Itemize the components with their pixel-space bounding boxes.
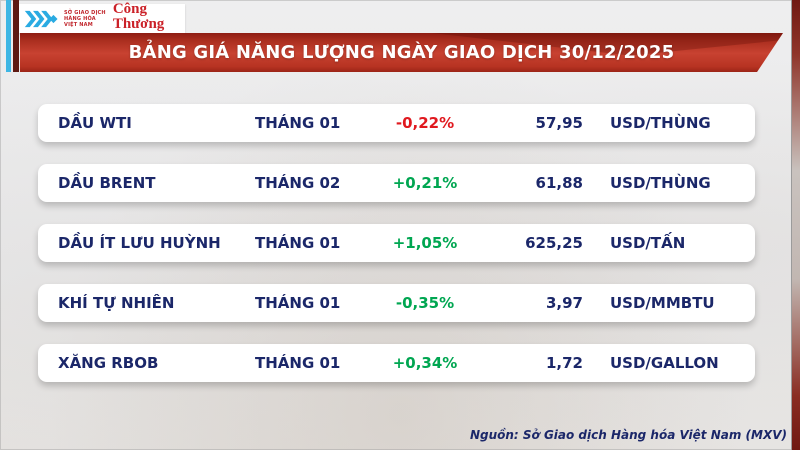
- source-note: Nguồn: Sở Giao dịch Hàng hóa Việt Nam (M…: [469, 428, 787, 442]
- mxv-org-line: VIỆT NAM: [64, 21, 93, 28]
- commodity-name: DẦU ÍT LƯU HUỲNH: [58, 234, 221, 252]
- table-row: DẦU BRENT THÁNG 02 +0,21% 61,88 USD/THÙN…: [38, 164, 755, 202]
- percent-change: -0,35%: [395, 294, 455, 312]
- mxv-org-name: SỞ GIAO DỊCH HÀNG HÓA VIỆT NAM: [64, 10, 106, 28]
- left-accent-maroon-stripe: [13, 0, 19, 72]
- contract-month: THÁNG 01: [255, 354, 341, 372]
- table-row: DẦU WTI THÁNG 01 -0,22% 57,95 USD/THÙNG: [38, 104, 755, 142]
- cong-thuong-logo: Công Thương: [112, 0, 180, 36]
- percent-change: +0,21%: [392, 174, 458, 192]
- contract-month: THÁNG 01: [255, 234, 341, 252]
- contract-month: THÁNG 02: [255, 174, 341, 192]
- price-value: 625,25: [525, 234, 583, 252]
- price-value: 61,88: [535, 174, 583, 192]
- price-unit: USD/GALLON: [610, 354, 719, 372]
- commodity-name: XĂNG RBOB: [58, 354, 159, 372]
- price-unit: USD/THÙNG: [610, 174, 711, 192]
- logo-box: SỞ GIAO DỊCH HÀNG HÓA VIỆT NAM Công Thươ…: [19, 0, 185, 36]
- price-unit: USD/TẤN: [610, 234, 686, 252]
- commodity-name: DẦU WTI: [58, 114, 132, 132]
- page-title: BẢNG GIÁ NĂNG LƯỢNG NGÀY GIAO DỊCH 30/12…: [128, 42, 675, 63]
- mxv-logo-icon: [24, 10, 58, 27]
- table-row: DẦU ÍT LƯU HUỲNH THÁNG 01 +1,05% 625,25 …: [38, 224, 755, 262]
- price-value: 3,97: [545, 294, 583, 312]
- price-unit: USD/MMBTU: [610, 294, 715, 312]
- mxv-org-line: HÀNG HÓA: [64, 15, 96, 22]
- contract-month: THÁNG 01: [255, 114, 341, 132]
- contract-month: THÁNG 01: [255, 294, 341, 312]
- cong-thuong-wordmark: Công Thương: [112, 0, 165, 32]
- percent-change: +1,05%: [392, 234, 458, 252]
- table-row: XĂNG RBOB THÁNG 01 +0,34% 1,72 USD/GALLO…: [38, 344, 755, 382]
- table-row: KHÍ TỰ NHIÊN THÁNG 01 -0,35% 3,97 USD/MM…: [38, 284, 755, 322]
- price-value: 1,72: [545, 354, 583, 372]
- price-table: DẦU WTI THÁNG 01 -0,22% 57,95 USD/THÙNG …: [38, 104, 755, 404]
- mxv-org-line: SỞ GIAO DỊCH: [64, 9, 106, 16]
- price-value: 57,95: [535, 114, 583, 132]
- commodity-name: KHÍ TỰ NHIÊN: [58, 294, 175, 312]
- percent-change: +0,34%: [392, 354, 458, 372]
- price-unit: USD/THÙNG: [610, 114, 711, 132]
- percent-change: -0,22%: [395, 114, 455, 132]
- title-banner: BẢNG GIÁ NĂNG LƯỢNG NGÀY GIAO DỊCH 30/12…: [20, 33, 783, 72]
- commodity-name: DẦU BRENT: [58, 174, 156, 192]
- left-accent-cyan-stripe: [6, 0, 11, 72]
- right-accent-stripe: [791, 0, 800, 450]
